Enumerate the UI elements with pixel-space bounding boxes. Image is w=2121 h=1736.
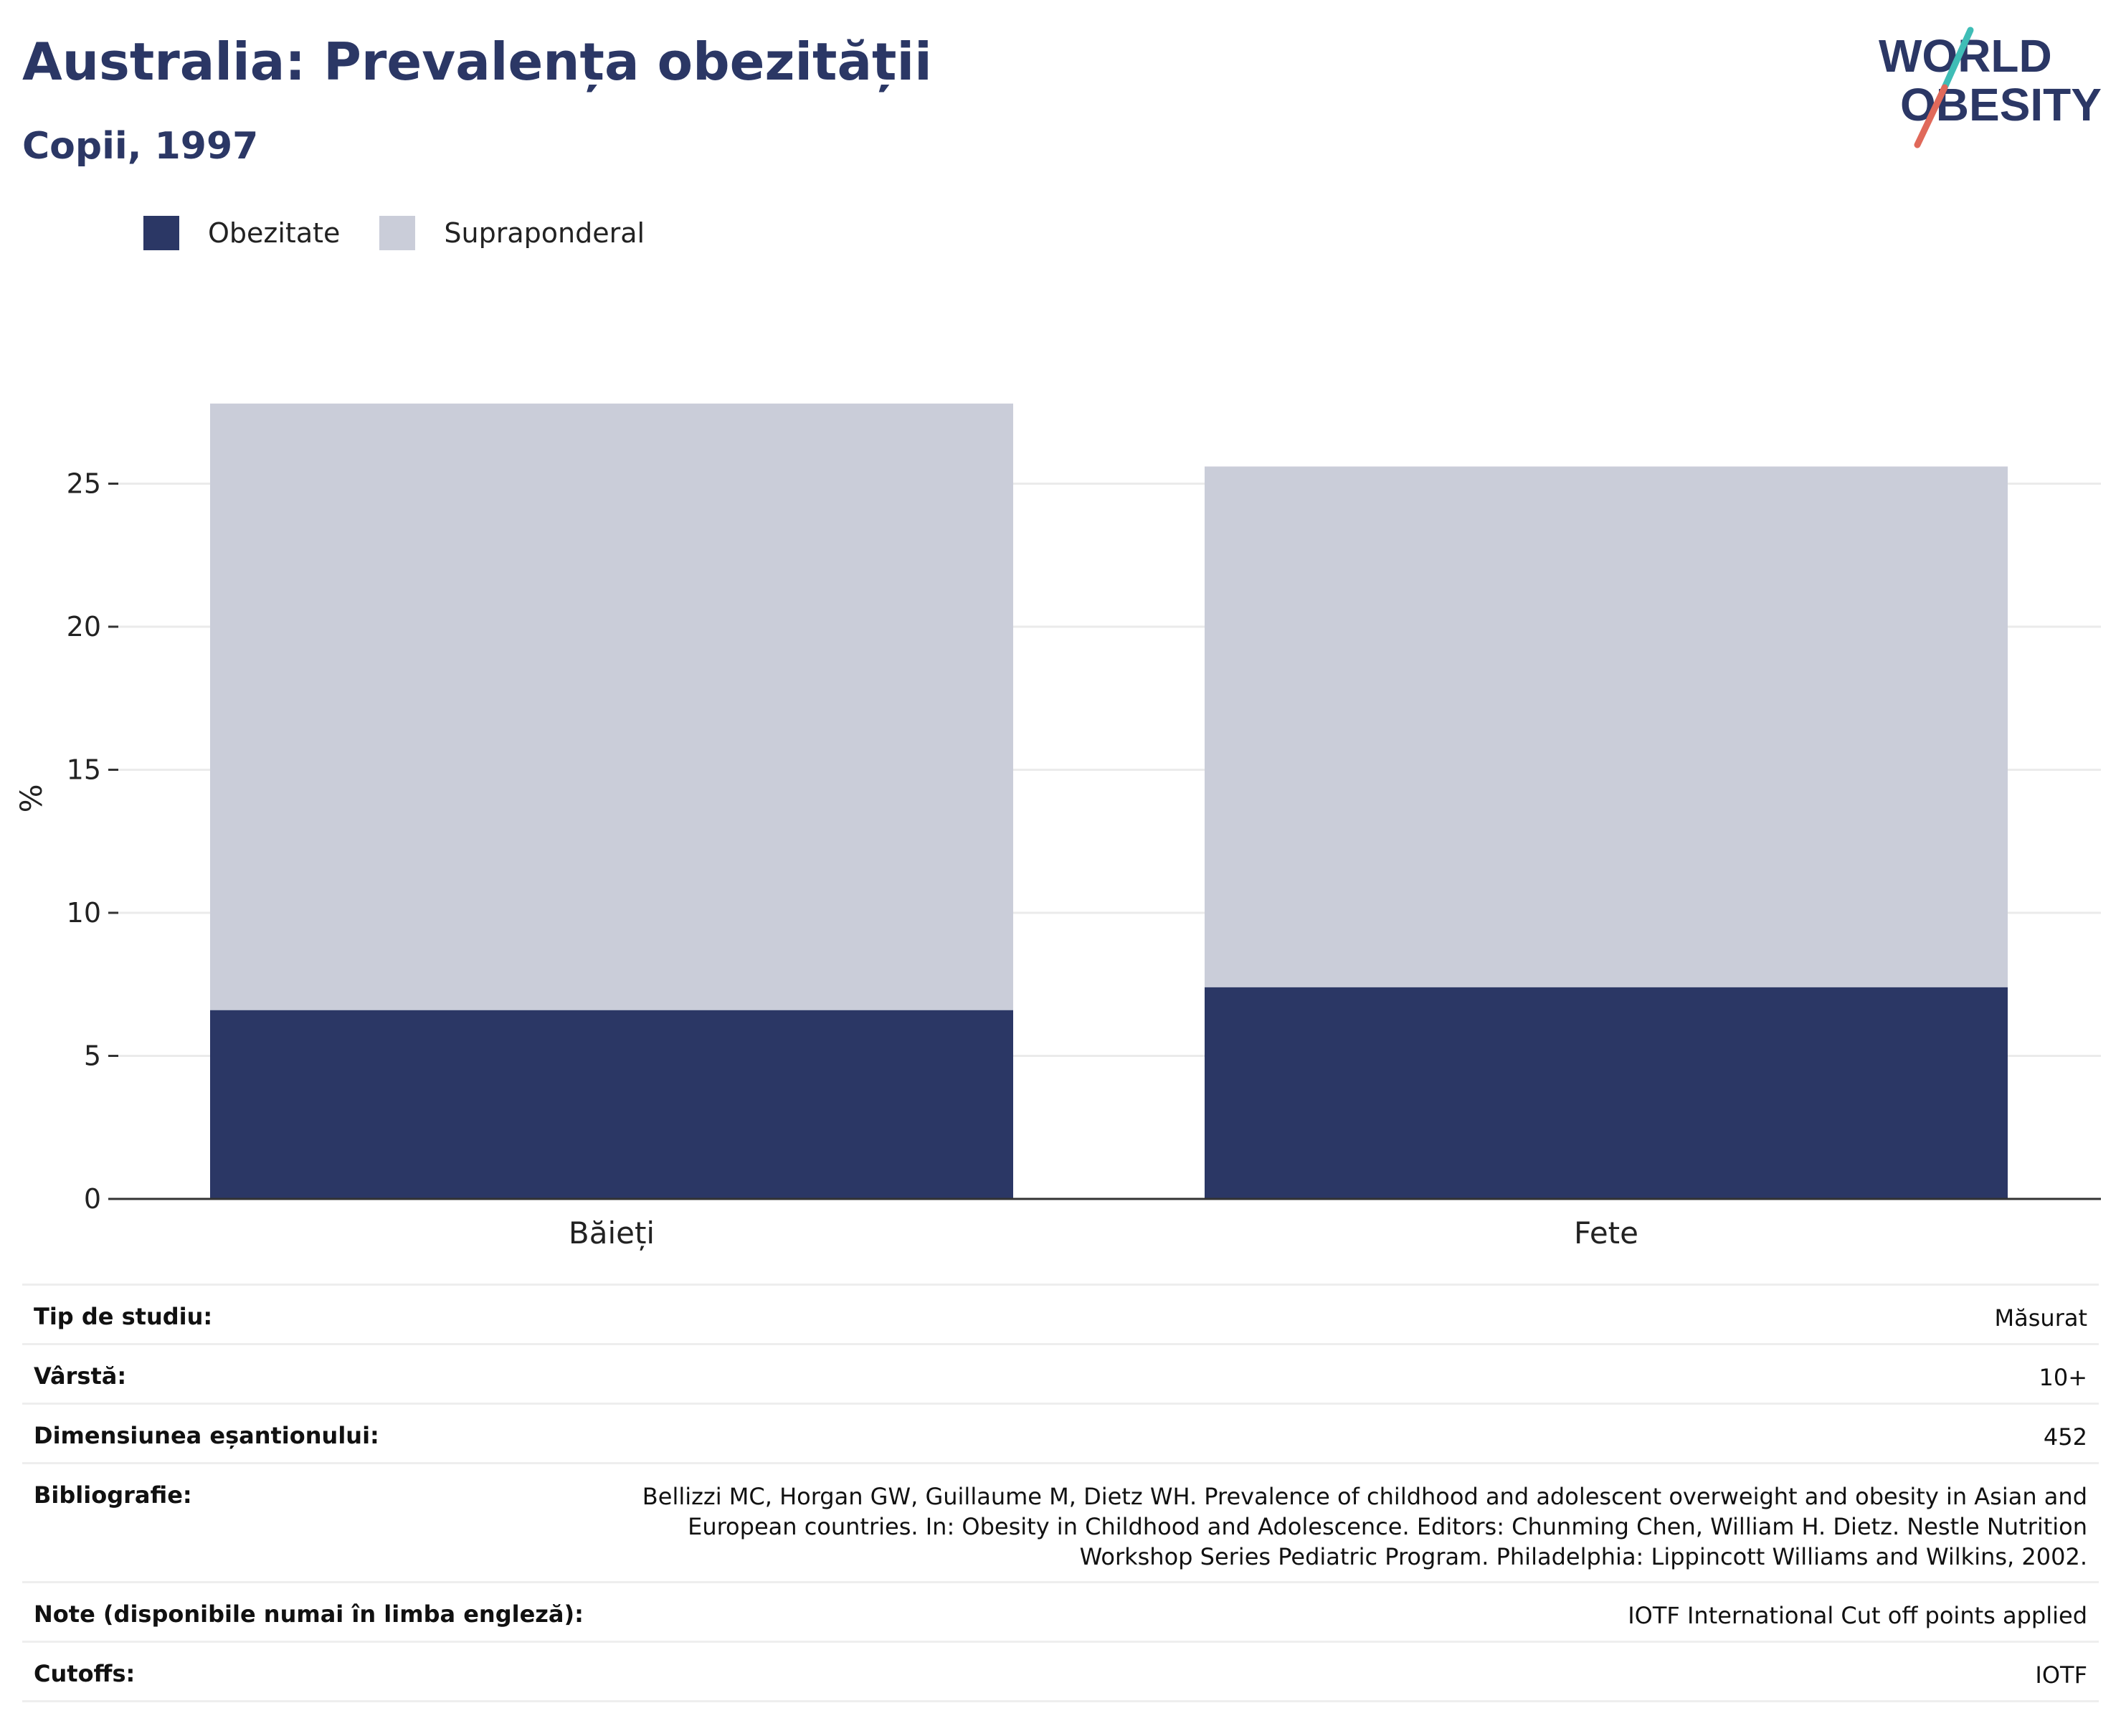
x-category-label: Băieți xyxy=(569,1215,655,1251)
bars xyxy=(210,403,2008,1199)
logo-slash-bottom xyxy=(1914,84,1948,148)
page-title: Australia: Prevalența obezității xyxy=(22,32,932,92)
meta-label: Tip de studiu: xyxy=(34,1303,213,1330)
bar-supraponderal-baieti[interactable] xyxy=(210,403,1013,1010)
meta-row-age: Vârstă: 10+ xyxy=(22,1345,2099,1405)
meta-value: Măsurat xyxy=(1994,1304,2087,1332)
meta-value: 452 xyxy=(2043,1423,2087,1451)
legend-label-obezitate: Obezitate xyxy=(208,217,341,249)
y-axis-title: % xyxy=(14,784,49,812)
meta-value: IOTF International Cut off points applie… xyxy=(1628,1602,2087,1629)
meta-label: Bibliografie: xyxy=(34,1481,192,1509)
meta-label: Cutoffs: xyxy=(34,1660,136,1687)
meta-value: 10+ xyxy=(2039,1364,2087,1391)
bar-supraponderal-fete[interactable] xyxy=(1205,466,2008,987)
y-axis-ticks: 0 5 10 15 20 25 xyxy=(67,468,118,1215)
legend-label-supraponderal: Supraponderal xyxy=(444,217,645,249)
y-tick-label: 20 xyxy=(67,611,101,642)
y-tick-label: 10 xyxy=(67,897,101,929)
world-obesity-logo: WORLD OBESITY xyxy=(1879,27,2102,148)
legend-item-supraponderal[interactable]: Supraponderal xyxy=(379,216,645,250)
meta-label: Dimensiunea eșantionului: xyxy=(34,1422,379,1449)
x-axis-labels: Băieți Fete xyxy=(569,1215,1638,1251)
y-tick-label: 5 xyxy=(84,1040,101,1072)
meta-row-sample-size: Dimensiunea eșantionului: 452 xyxy=(22,1405,2099,1464)
legend-swatch-obezitate xyxy=(143,216,179,250)
study-details-table: Tip de studiu: Măsurat Vârstă: 10+ Dimen… xyxy=(22,1284,2099,1702)
y-tick-label: 0 xyxy=(84,1183,101,1215)
stacked-bar-chart: 0 5 10 15 20 25 Băieți Fete % xyxy=(14,403,2101,1251)
meta-label: Vârstă: xyxy=(34,1362,127,1390)
meta-row-cutoffs: Cutoffs: IOTF xyxy=(22,1643,2099,1702)
meta-row-notes: Note (disponibile numai în limba engleză… xyxy=(22,1583,2099,1643)
page-subtitle: Copii, 1997 xyxy=(22,125,259,168)
logo-slash-top xyxy=(1941,27,1974,91)
y-tick-label: 15 xyxy=(67,754,101,786)
bar-obezitate-baieti[interactable] xyxy=(210,1010,1013,1199)
meta-value: Bellizzi MC, Horgan GW, Guillaume M, Die… xyxy=(642,1483,2087,1570)
meta-value: IOTF xyxy=(2035,1661,2087,1689)
legend-item-obezitate[interactable]: Obezitate xyxy=(143,216,340,250)
meta-label: Note (disponibile numai în limba engleză… xyxy=(34,1600,584,1628)
y-tick-label: 25 xyxy=(67,468,101,500)
bar-obezitate-fete[interactable] xyxy=(1205,987,2008,1199)
meta-row-study-type: Tip de studiu: Măsurat xyxy=(22,1286,2099,1345)
x-category-label: Fete xyxy=(1574,1215,1638,1251)
chart-legend: Obezitate Supraponderal xyxy=(143,212,684,255)
meta-row-bibliography: Bibliografie: Bellizzi MC, Horgan GW, Gu… xyxy=(22,1464,2099,1583)
legend-swatch-supraponderal xyxy=(379,216,416,250)
